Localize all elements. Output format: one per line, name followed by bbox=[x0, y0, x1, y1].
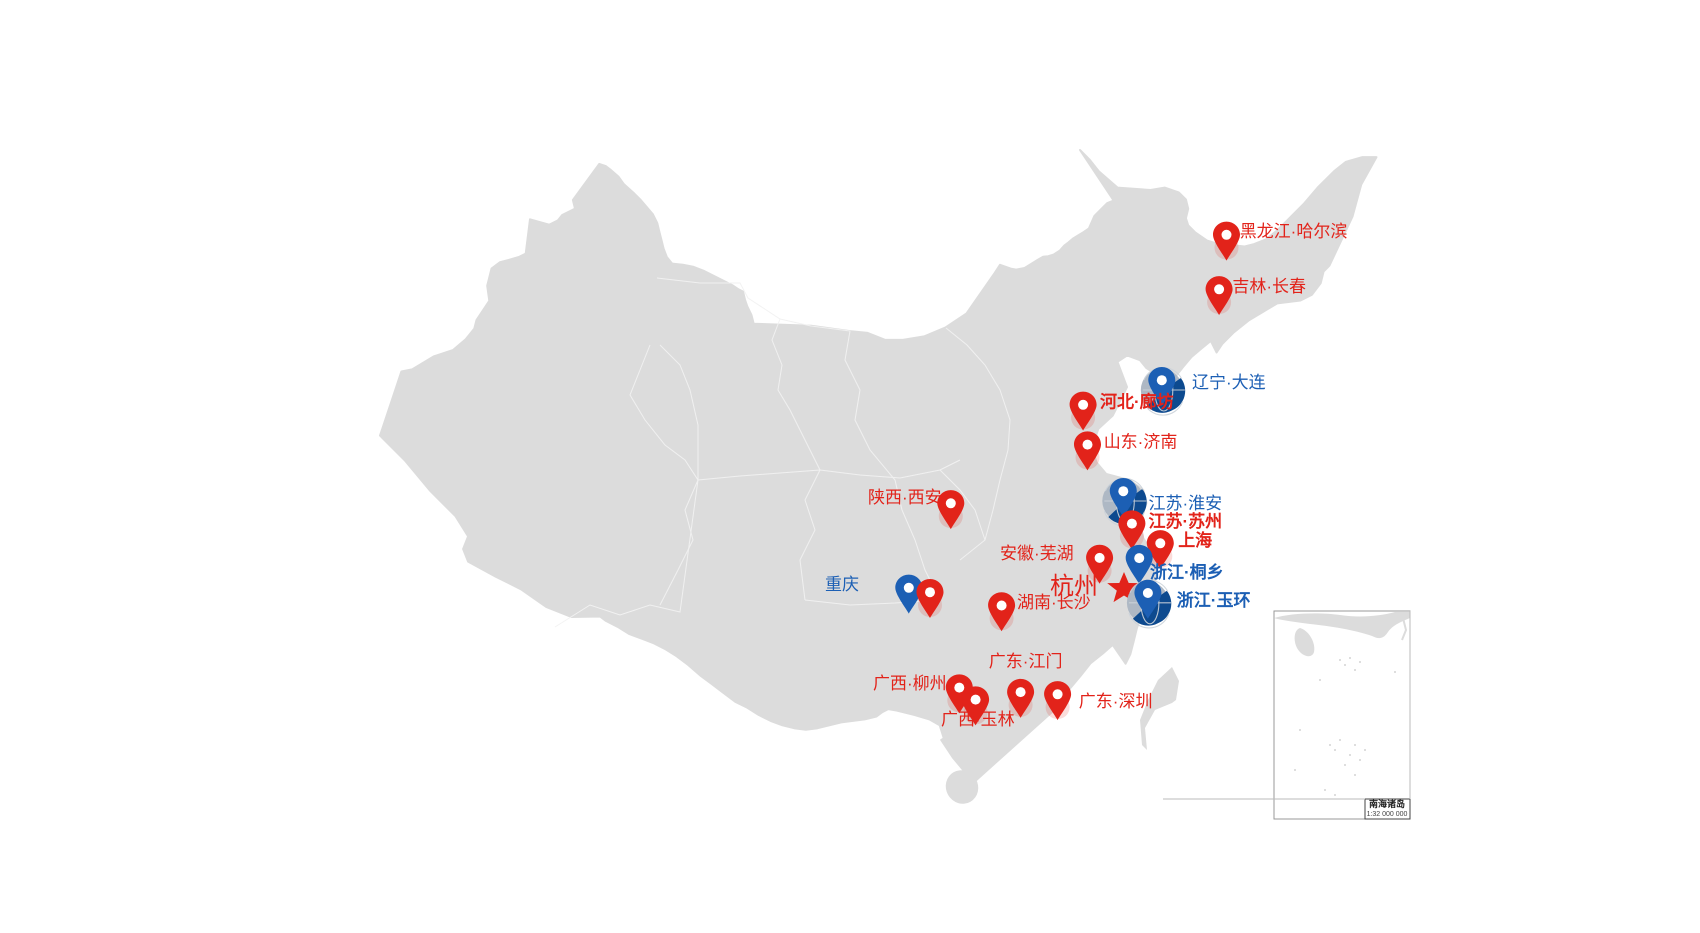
svg-text:湖南·长沙: 湖南·长沙 bbox=[1017, 593, 1091, 612]
svg-text:安徽·芜湖: 安徽·芜湖 bbox=[1000, 544, 1074, 563]
svg-text:广西·玉林: 广西·玉林 bbox=[941, 710, 1015, 729]
svg-text:广东·深圳: 广东·深圳 bbox=[1079, 692, 1153, 711]
svg-text:吉林·长春: 吉林·长春 bbox=[1232, 277, 1306, 296]
svg-text:河北·廊坊: 河北·廊坊 bbox=[1100, 392, 1174, 412]
svg-text:辽宁·大连: 辽宁·大连 bbox=[1192, 373, 1266, 392]
svg-text:江苏·苏州: 江苏·苏州 bbox=[1149, 511, 1223, 531]
svg-text:陕西·西安: 陕西·西安 bbox=[868, 488, 942, 507]
svg-text:山东·济南: 山东·济南 bbox=[1104, 432, 1178, 451]
svg-text:广西·柳州: 广西·柳州 bbox=[873, 674, 947, 693]
svg-text:黑龙江·哈尔滨: 黑龙江·哈尔滨 bbox=[1240, 222, 1348, 241]
svg-text:浙江·桐乡: 浙江·桐乡 bbox=[1150, 562, 1224, 582]
svg-text:1:32 000 000: 1:32 000 000 bbox=[1367, 811, 1408, 818]
svg-text:江苏·淮安: 江苏·淮安 bbox=[1149, 494, 1223, 513]
svg-text:广东·江门: 广东·江门 bbox=[989, 652, 1063, 671]
svg-text:上海: 上海 bbox=[1178, 530, 1212, 550]
svg-text:重庆: 重庆 bbox=[825, 575, 859, 594]
svg-text:浙江·玉环: 浙江·玉环 bbox=[1177, 590, 1251, 610]
svg-text:南海诸岛: 南海诸岛 bbox=[1369, 798, 1405, 809]
